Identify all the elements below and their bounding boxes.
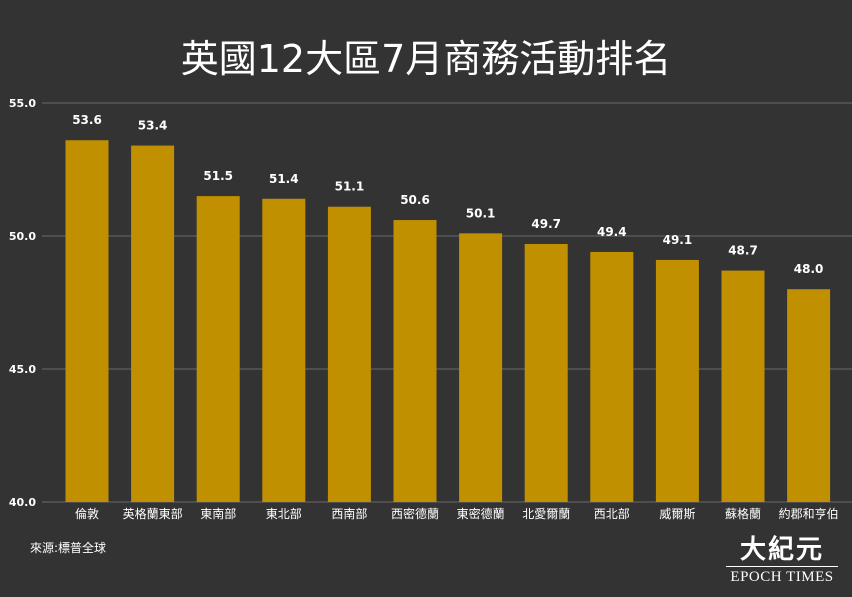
y-tick-label: 45.0	[9, 363, 36, 376]
bar	[721, 270, 765, 502]
x-tick-label: 東密德蘭	[457, 506, 505, 521]
data-label: 48.0	[794, 262, 824, 276]
x-tick-label: 西北部	[594, 506, 630, 521]
bar	[327, 206, 371, 503]
x-tick-label: 英格蘭東部	[123, 506, 183, 521]
epoch-times-logo: 大紀元 EPOCH TIMES	[726, 536, 838, 586]
bar	[590, 251, 634, 502]
x-tick-label: 東南部	[200, 506, 236, 521]
data-label: 53.6	[72, 113, 102, 127]
x-tick-label: 西密德蘭	[391, 506, 439, 521]
data-label: 49.1	[663, 233, 693, 247]
x-tick-label: 西南部	[331, 506, 367, 521]
bar	[131, 145, 175, 502]
gridlines	[42, 102, 852, 503]
y-tick-label: 50.0	[9, 230, 36, 243]
y-axis-ticks: 40.0 45.0 50.0 55.0	[9, 97, 36, 509]
bar	[196, 196, 240, 502]
bars	[65, 140, 831, 503]
data-label: 50.6	[400, 193, 430, 207]
bar	[524, 243, 568, 503]
x-axis-ticks: 倫敦 英格蘭東部 東南部 東北部 西南部 西密德蘭 東密德蘭 北愛爾蘭 西北部 威爾斯 蘇格蘭 約郡和…	[75, 506, 839, 521]
data-label: 49.7	[531, 217, 561, 231]
bar	[262, 198, 306, 502]
data-label: 51.5	[203, 169, 233, 183]
bar	[459, 233, 503, 502]
data-label: 50.1	[466, 206, 496, 220]
bar	[65, 140, 109, 503]
data-label: 49.4	[597, 225, 627, 239]
x-tick-label: 約郡和亨伯	[779, 506, 839, 521]
x-tick-label: 威爾斯	[659, 507, 695, 521]
x-tick-label: 北愛爾蘭	[522, 507, 570, 521]
y-tick-label: 40.0	[9, 496, 36, 509]
x-tick-label: 蘇格蘭	[725, 506, 761, 521]
bar	[393, 220, 437, 503]
logo-english: EPOCH TIMES	[726, 566, 838, 586]
x-tick-label: 東北部	[266, 506, 302, 521]
data-label: 53.4	[138, 119, 168, 133]
bar	[787, 289, 831, 502]
data-label: 48.7	[728, 244, 758, 258]
data-label: 51.4	[269, 172, 299, 186]
source-note: 來源:標普全球	[30, 541, 107, 555]
data-label: 51.1	[335, 180, 365, 194]
value-labels: 53.6 53.4 51.5 51.4 51.1 50.6 50.1 49.7 49.4 49.1…	[72, 113, 823, 276]
logo-chinese: 大紀元	[739, 535, 824, 565]
x-tick-label: 倫敦	[75, 506, 99, 521]
y-tick-label: 55.0	[9, 97, 36, 110]
chart-title: 英國12大區7月商務活動排名	[180, 37, 672, 81]
bar	[655, 259, 699, 502]
